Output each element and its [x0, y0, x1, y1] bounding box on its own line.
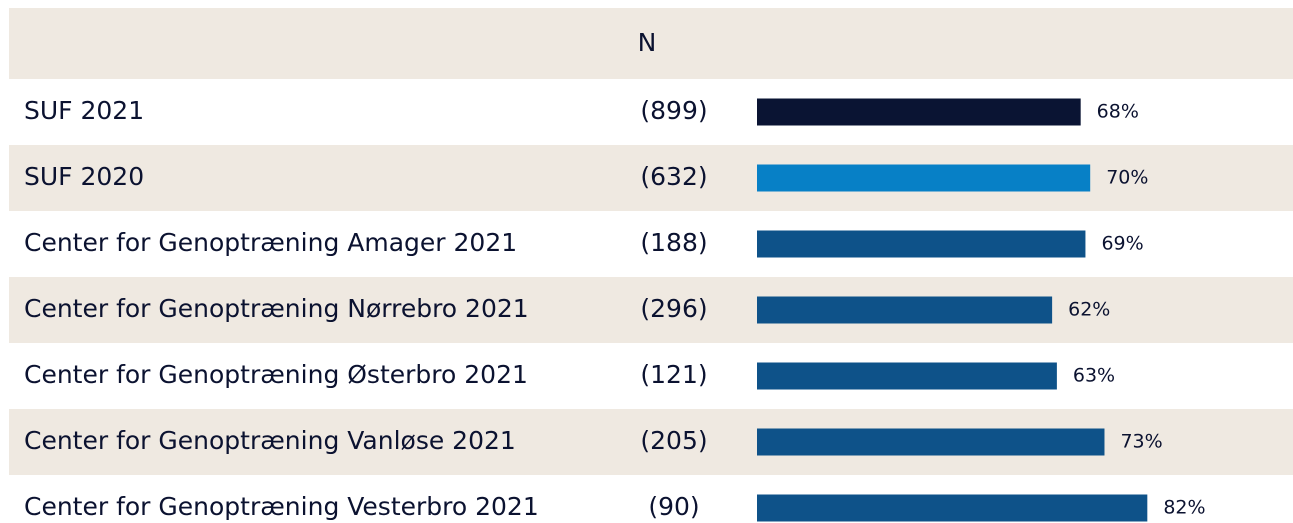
row-background: [9, 277, 1293, 343]
n-value: (205): [640, 426, 707, 455]
row-label: Center for Genoptræning Vanløse 2021: [24, 426, 516, 455]
column-header: N: [638, 28, 657, 57]
n-value: (90): [648, 492, 699, 521]
value-label: 63%: [1073, 365, 1115, 387]
n-value: (121): [640, 360, 707, 389]
row-label: Center for Genoptræning Amager 2021: [24, 228, 517, 257]
bar: [757, 164, 1091, 192]
bar: [757, 428, 1105, 456]
bar: [757, 98, 1081, 126]
value-label: 73%: [1120, 431, 1162, 453]
value-label: 68%: [1097, 101, 1139, 123]
row-label: Center for Genoptræning Vesterbro 2021: [24, 492, 539, 521]
value-label: 82%: [1163, 497, 1205, 519]
n-value: (899): [640, 96, 707, 125]
bar: [757, 296, 1053, 324]
value-label: 69%: [1101, 233, 1143, 255]
row-label: SUF 2020: [24, 162, 144, 191]
n-value: (296): [640, 294, 707, 323]
row-label: SUF 2021: [24, 96, 144, 125]
value-label: 62%: [1068, 299, 1110, 321]
n-value: (188): [640, 228, 707, 257]
bar: [757, 494, 1148, 522]
value-label: 70%: [1106, 167, 1148, 189]
row-label: Center for Genoptræning Østerbro 2021: [24, 360, 528, 389]
bar: [757, 362, 1057, 390]
bar: [757, 230, 1086, 258]
row-label: Center for Genoptræning Nørrebro 2021: [24, 294, 529, 323]
header-row: [9, 8, 1293, 79]
n-value: (632): [640, 162, 707, 191]
